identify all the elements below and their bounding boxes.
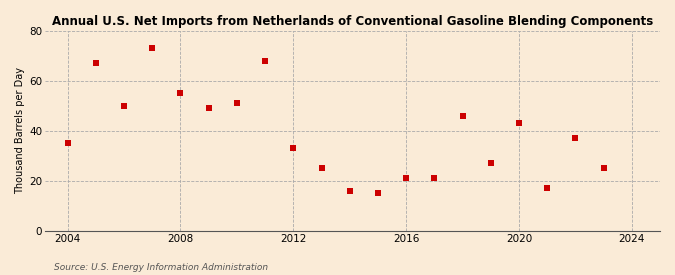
Text: Source: U.S. Energy Information Administration: Source: U.S. Energy Information Administ… [54,263,268,272]
Point [90,61,101,65]
Point [570,136,580,140]
Point [344,188,355,193]
Point [457,113,468,118]
Point [429,176,439,180]
Title: Annual U.S. Net Imports from Netherlands of Conventional Gasoline Blending Compo: Annual U.S. Net Imports from Netherlands… [52,15,653,28]
Point [260,58,271,63]
Point [62,141,73,145]
Point [175,91,186,95]
Point [147,46,158,50]
Point [485,161,496,165]
Point [203,106,214,110]
Point [373,191,383,196]
Point [34,158,45,163]
Point [232,101,242,105]
Point [598,166,609,170]
Point [401,176,412,180]
Point [514,121,524,125]
Point [316,166,327,170]
Point [119,103,130,108]
Y-axis label: Thousand Barrels per Day: Thousand Barrels per Day [15,67,25,194]
Point [542,186,553,190]
Point [288,146,299,150]
